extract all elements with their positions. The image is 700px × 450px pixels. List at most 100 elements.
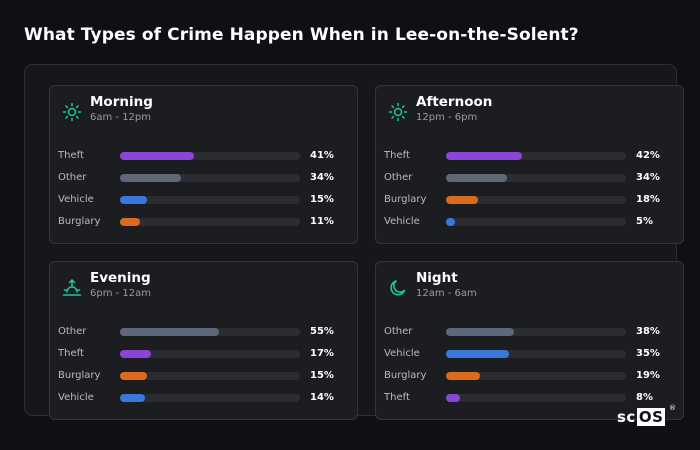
period-title: Morning — [90, 94, 153, 110]
bar-row: Other 55% — [50, 324, 359, 340]
bar — [446, 152, 522, 160]
value-label: 19% — [636, 370, 660, 381]
bar — [446, 372, 481, 380]
bar — [120, 372, 147, 380]
logo-box-text: OS — [636, 408, 666, 426]
bar-row: Burglary 11% — [50, 214, 359, 230]
card-afternoon: Afternoon 12pm - 6pm Theft 42% Other 34% Bur… — [375, 85, 684, 244]
bar — [446, 196, 479, 204]
bar-track — [446, 174, 626, 182]
category-label: Other — [58, 326, 87, 337]
bar — [120, 328, 219, 336]
card-evening: Evening 6pm - 12am Other 55% Theft 17% Burgl… — [49, 261, 358, 420]
sun-icon — [62, 102, 82, 122]
bar — [120, 350, 151, 358]
value-label: 15% — [310, 194, 334, 205]
bar-row: Vehicle 5% — [376, 214, 685, 230]
bar-row: Burglary 18% — [376, 192, 685, 208]
bar-track — [120, 218, 300, 226]
bar-row: Burglary 15% — [50, 368, 359, 384]
period-title: Afternoon — [416, 94, 493, 110]
category-label: Theft — [58, 150, 84, 161]
bar-row: Theft 42% — [376, 148, 685, 164]
bar-row: Vehicle 35% — [376, 346, 685, 362]
category-label: Vehicle — [58, 194, 94, 205]
card-morning: Morning 6am - 12pm Theft 41% Other 34% Vehic… — [49, 85, 358, 244]
value-label: 15% — [310, 370, 334, 381]
bar-track — [446, 372, 626, 380]
value-label: 41% — [310, 150, 334, 161]
bar-track — [120, 196, 300, 204]
bar — [446, 174, 508, 182]
bar-track — [120, 350, 300, 358]
bar-track — [120, 328, 300, 336]
bar-row: Theft 8% — [376, 390, 685, 406]
value-label: 34% — [310, 172, 334, 183]
bar — [446, 218, 455, 226]
category-label: Other — [58, 172, 87, 183]
value-label: 8% — [636, 392, 653, 403]
bar — [446, 394, 461, 402]
bar-row: Theft 41% — [50, 148, 359, 164]
registered-mark: ® — [669, 404, 677, 412]
sunset-icon — [62, 278, 82, 298]
bar-track — [120, 174, 300, 182]
period-hours: 6pm - 12am — [90, 288, 152, 299]
bar-track — [446, 152, 626, 160]
bar — [120, 196, 147, 204]
bar-track — [446, 394, 626, 402]
bar-track — [120, 394, 300, 402]
value-label: 17% — [310, 348, 334, 359]
sun-icon — [388, 102, 408, 122]
category-label: Vehicle — [58, 392, 94, 403]
value-label: 18% — [636, 194, 660, 205]
bar-track — [446, 328, 626, 336]
bar — [120, 152, 194, 160]
bar-row: Other 34% — [376, 170, 685, 186]
bar-row: Vehicle 14% — [50, 390, 359, 406]
bar-track — [446, 218, 626, 226]
bar — [120, 394, 146, 402]
moon-icon — [388, 278, 408, 298]
bar-row: Theft 17% — [50, 346, 359, 362]
chart-title: What Types of Crime Happen When in Lee-o… — [24, 25, 579, 45]
bar-row: Other 34% — [50, 170, 359, 186]
value-label: 34% — [636, 172, 660, 183]
value-label: 5% — [636, 216, 653, 227]
bar-row: Other 38% — [376, 324, 685, 340]
category-label: Theft — [384, 392, 410, 403]
category-label: Vehicle — [384, 216, 420, 227]
bar-track — [120, 152, 300, 160]
period-title: Night — [416, 270, 458, 286]
bar-track — [120, 372, 300, 380]
category-label: Theft — [58, 348, 84, 359]
bar-track — [446, 196, 626, 204]
card-night: Night 12am - 6am Other 38% Vehicle 35% Burgl… — [375, 261, 684, 420]
category-label: Other — [384, 326, 413, 337]
category-label: Theft — [384, 150, 410, 161]
category-label: Burglary — [384, 370, 427, 381]
bar — [446, 350, 509, 358]
category-label: Burglary — [58, 216, 101, 227]
period-hours: 6am - 12pm — [90, 112, 152, 123]
bar-track — [446, 350, 626, 358]
category-label: Burglary — [384, 194, 427, 205]
value-label: 38% — [636, 326, 660, 337]
period-title: Evening — [90, 270, 151, 286]
logo-text: sc — [617, 408, 636, 426]
value-label: 35% — [636, 348, 660, 359]
category-label: Burglary — [58, 370, 101, 381]
value-label: 14% — [310, 392, 334, 403]
category-label: Vehicle — [384, 348, 420, 359]
bar-row: Vehicle 15% — [50, 192, 359, 208]
value-label: 11% — [310, 216, 334, 227]
bar — [446, 328, 515, 336]
category-label: Other — [384, 172, 413, 183]
value-label: 55% — [310, 326, 334, 337]
scos-logo: sc OS ® — [617, 404, 676, 428]
bar-row: Burglary 19% — [376, 368, 685, 384]
bar — [120, 218, 140, 226]
period-hours: 12am - 6am — [416, 288, 477, 299]
value-label: 42% — [636, 150, 660, 161]
bar — [120, 174, 182, 182]
